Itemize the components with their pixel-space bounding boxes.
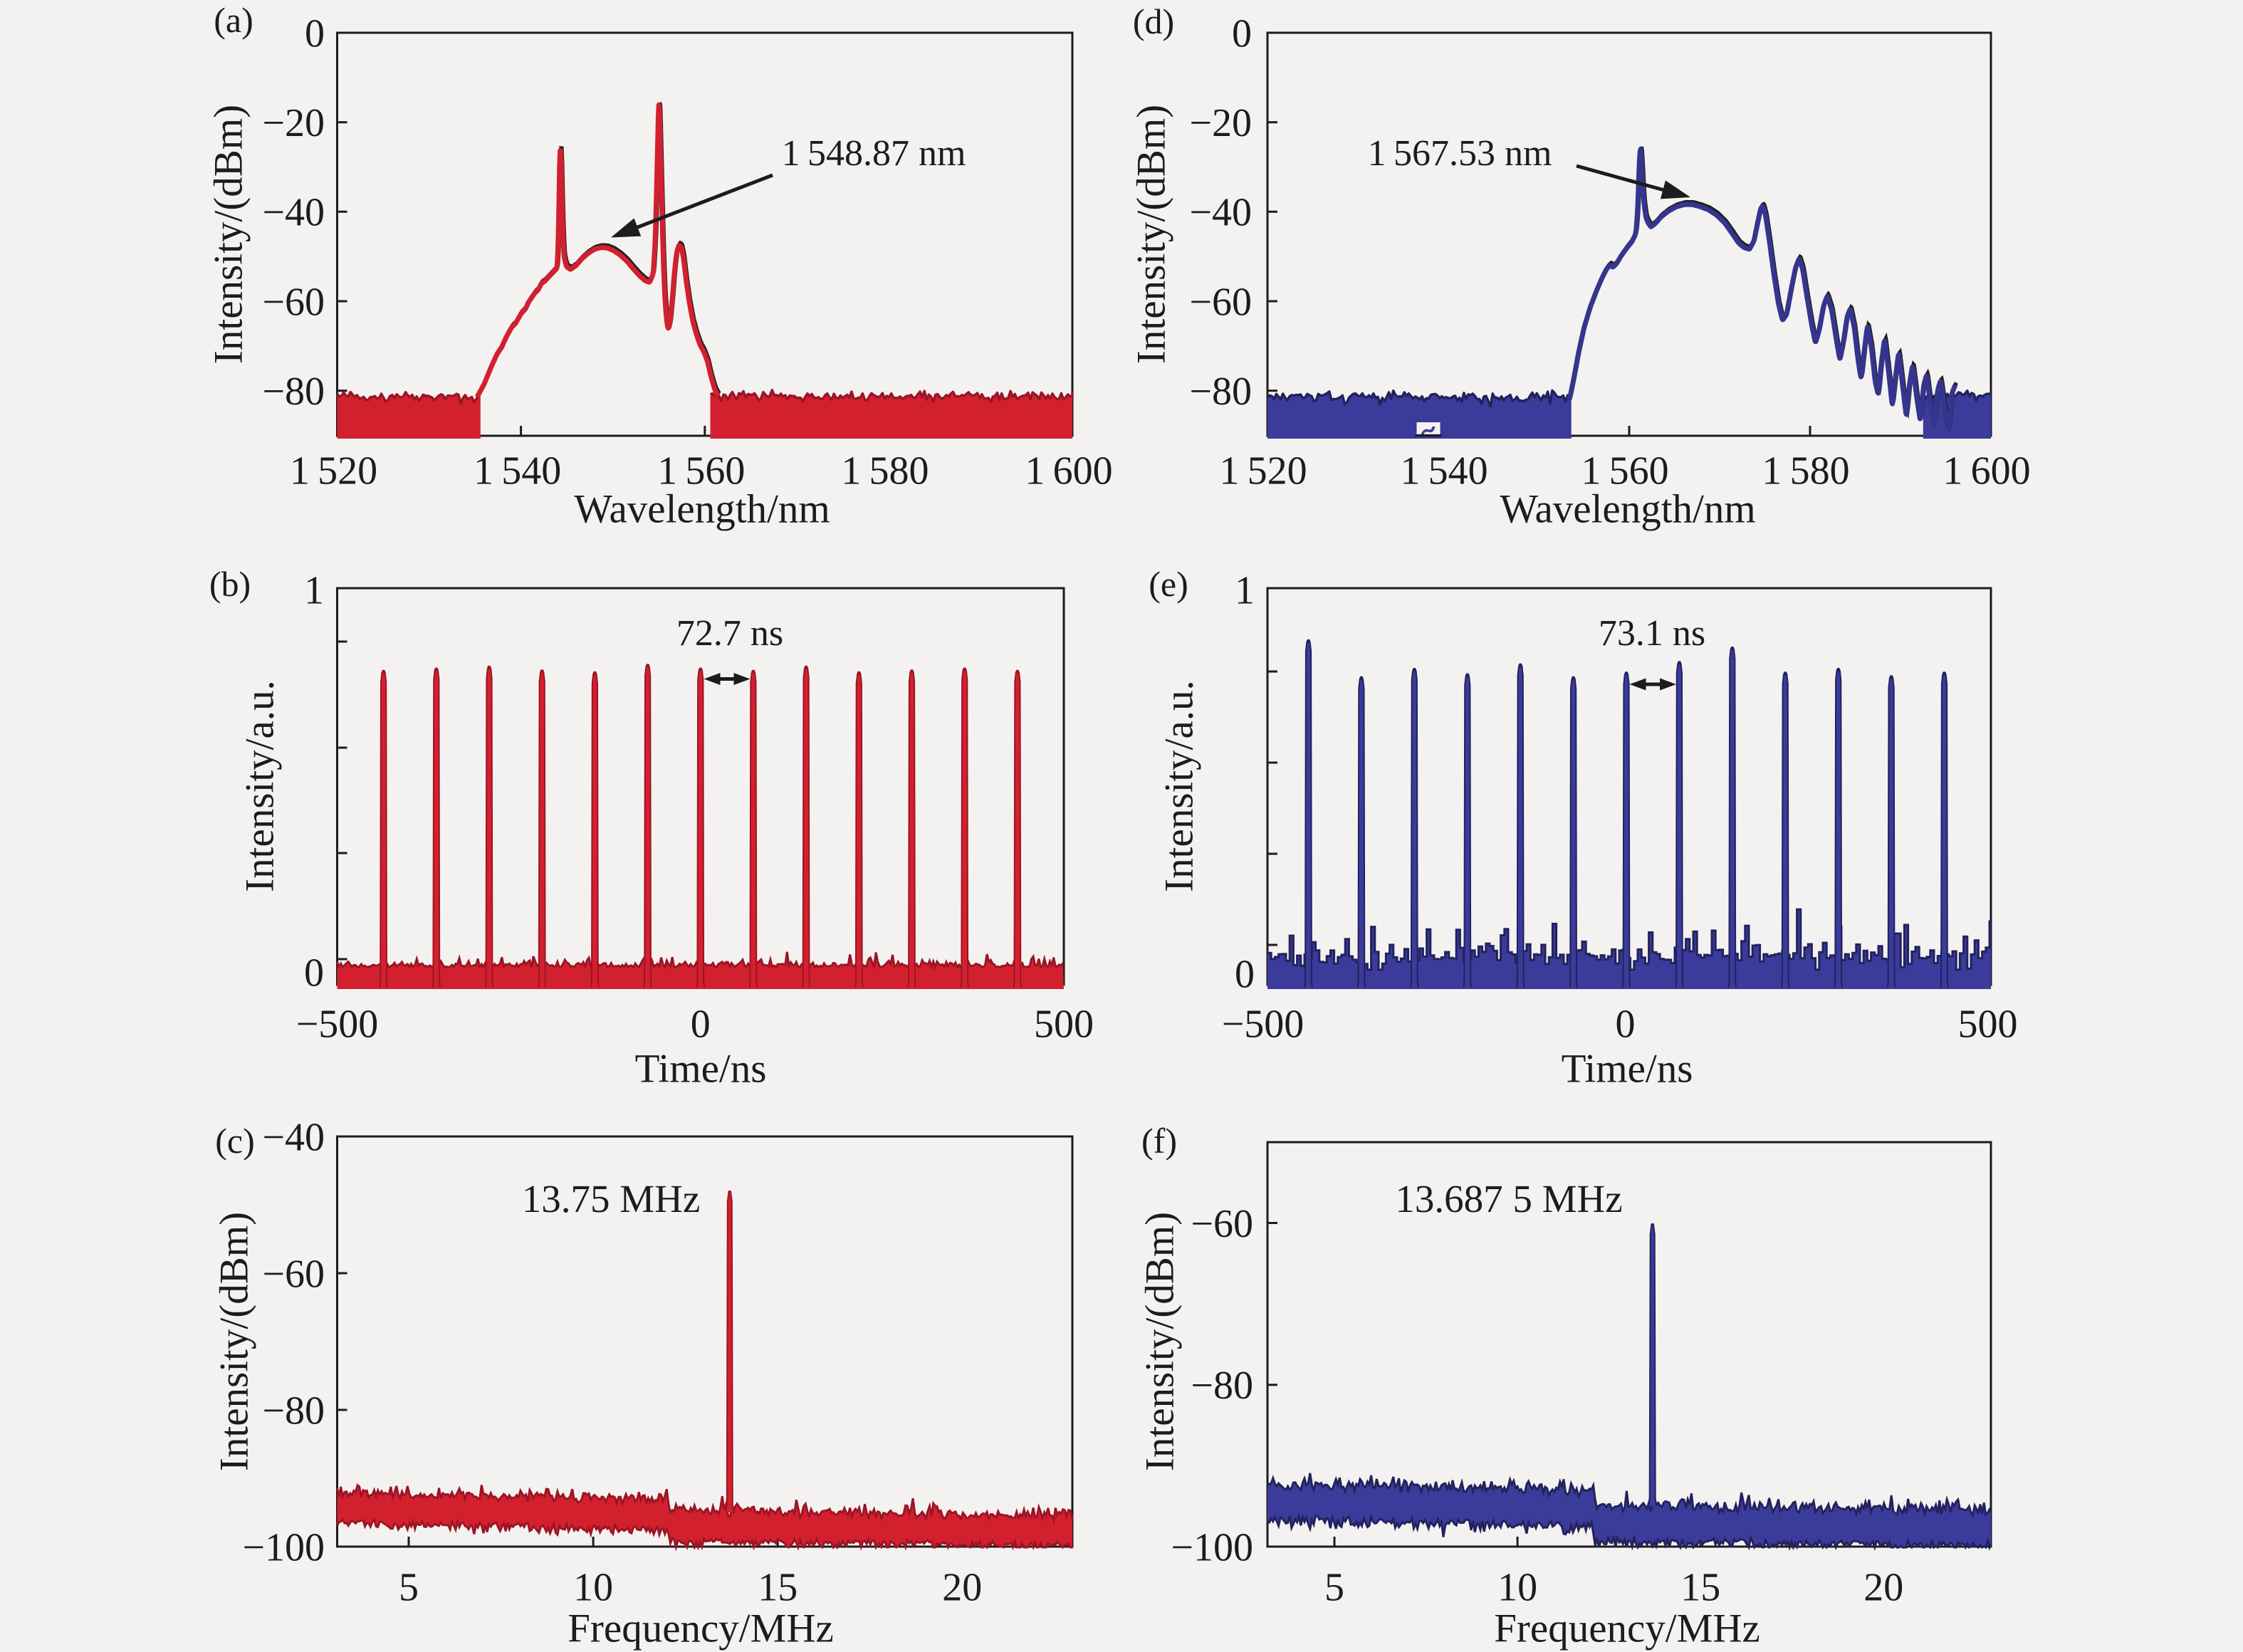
svg-text:Intensity/(dBm): Intensity/(dBm) [212,1212,257,1471]
svg-text:Intensity/(dBm): Intensity/(dBm) [206,105,251,364]
svg-text:0: 0 [305,11,325,56]
svg-text:1 520: 1 520 [1219,449,1307,493]
svg-text:1: 1 [1235,568,1255,612]
svg-text:1 580: 1 580 [841,449,929,493]
svg-text:−80: −80 [1191,1364,1253,1408]
svg-text:−80: −80 [262,1389,325,1433]
svg-text:13.687 5 MHz: 13.687 5 MHz [1395,1177,1622,1220]
svg-text:500: 500 [1034,1002,1094,1046]
svg-text:−100: −100 [1171,1525,1253,1569]
svg-text:1 600: 1 600 [1943,449,2030,493]
svg-text:10: 10 [1497,1565,1537,1609]
svg-text:−500: −500 [1222,1002,1305,1046]
svg-text:−60: −60 [262,280,325,324]
svg-text:−60: −60 [1189,280,1252,324]
svg-text:−40: −40 [1189,191,1252,235]
svg-text:(e): (e) [1149,564,1188,604]
svg-text:1 560: 1 560 [1581,449,1668,493]
svg-text:1 600: 1 600 [1025,449,1112,493]
svg-text:5: 5 [1324,1565,1344,1609]
svg-text:0: 0 [1232,11,1252,56]
svg-text:20: 20 [1863,1565,1903,1609]
svg-text:(a): (a) [214,0,253,40]
svg-text:72.7 ns: 72.7 ns [676,613,783,654]
svg-text:1: 1 [304,568,324,612]
svg-text:(d): (d) [1133,1,1174,41]
svg-text:Intensity/(dBm): Intensity/(dBm) [1129,105,1174,364]
svg-text:0: 0 [304,951,324,995]
svg-text:−60: −60 [262,1252,325,1296]
svg-text:5: 5 [399,1565,419,1609]
svg-text:(c): (c) [215,1121,255,1161]
svg-text:−20: −20 [1189,101,1252,145]
svg-text:(f): (f) [1141,1121,1177,1161]
svg-text:Intensity/(dBm): Intensity/(dBm) [1138,1212,1183,1471]
svg-text:Frequency/MHz: Frequency/MHz [1494,1606,1760,1651]
svg-text:500: 500 [1958,1002,2018,1046]
svg-text:10: 10 [573,1565,613,1609]
svg-text:15: 15 [758,1565,798,1609]
svg-text:1 540: 1 540 [1400,449,1488,493]
svg-text:1 567.53 nm: 1 567.53 nm [1368,133,1552,174]
svg-text:1 548.87 nm: 1 548.87 nm [782,133,966,174]
svg-text:1 560: 1 560 [657,449,745,493]
svg-text:−60: −60 [1191,1202,1253,1246]
svg-text:0: 0 [1235,952,1255,996]
svg-text:−40: −40 [262,191,325,235]
svg-text:0: 0 [1616,1002,1636,1046]
svg-text:Time/ns: Time/ns [635,1047,767,1092]
svg-text:1 520: 1 520 [290,449,377,493]
svg-text:−20: −20 [262,101,325,145]
svg-text:−80: −80 [262,370,325,414]
svg-text:73.1 ns: 73.1 ns [1599,613,1705,654]
svg-text:Intensity/a.u.: Intensity/a.u. [238,680,283,892]
svg-text:Wavelength/nm: Wavelength/nm [574,487,830,532]
svg-text:Frequency/MHz: Frequency/MHz [568,1606,834,1651]
svg-text:Wavelength/nm: Wavelength/nm [1500,487,1755,532]
svg-text:(b): (b) [209,564,251,604]
svg-text:−40: −40 [262,1115,325,1159]
svg-text:20: 20 [942,1565,982,1609]
svg-text:15: 15 [1680,1565,1720,1609]
svg-text:Time/ns: Time/ns [1562,1047,1693,1092]
svg-text:1 580: 1 580 [1762,449,1849,493]
svg-text:−80: −80 [1189,370,1252,414]
svg-text:−500: −500 [296,1002,379,1046]
svg-text:1 540: 1 540 [474,449,561,493]
svg-text:−100: −100 [242,1525,325,1569]
svg-text:Intensity/a.u.: Intensity/a.u. [1157,680,1202,892]
svg-text:0: 0 [691,1002,711,1046]
svg-text:13.75 MHz: 13.75 MHz [522,1177,701,1220]
